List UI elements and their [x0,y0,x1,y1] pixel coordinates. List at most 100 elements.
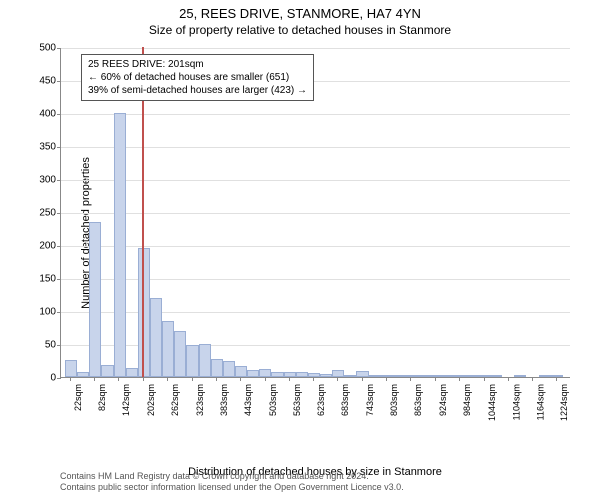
xtick-label: 623sqm [316,384,326,416]
xtick-label: 863sqm [413,384,423,416]
histogram-bar [369,375,381,377]
xtick-mark [70,377,71,381]
ytick-label: 450 [26,76,56,87]
histogram-bar [344,375,356,377]
xtick-mark [410,377,411,381]
info-box-line: ← 60% of detached houses are smaller (65… [88,71,307,84]
xtick-mark [216,377,217,381]
plot-region: 05010015020025030035040045050022sqm82sqm… [60,48,570,378]
histogram-bar [101,365,113,377]
xtick-mark [532,377,533,381]
histogram-bar [174,331,186,377]
ytick-mark [57,180,61,181]
xtick-mark [313,377,314,381]
info-box-line: 25 REES DRIVE: 201sqm [88,58,307,71]
ytick-label: 200 [26,241,56,252]
xtick-label: 743sqm [365,384,375,416]
xtick-label: 683sqm [340,384,350,416]
xtick-label: 443sqm [243,384,253,416]
gridline [61,48,570,49]
histogram-bar [332,370,344,377]
xtick-label: 1104sqm [511,384,521,420]
ytick-mark [57,312,61,313]
xtick-mark [118,377,119,381]
histogram-bar [89,222,101,377]
xtick-label: 82sqm [97,384,107,411]
xtick-mark [289,377,290,381]
ytick-mark [57,114,61,115]
gridline [61,213,570,214]
histogram-bar [77,372,89,377]
ytick-label: 300 [26,175,56,186]
ytick-mark [57,213,61,214]
xtick-mark [94,377,95,381]
xtick-label: 503sqm [268,384,278,416]
xtick-label: 924sqm [438,384,448,416]
histogram-bar [114,113,126,377]
xtick-label: 202sqm [146,384,156,416]
ytick-mark [57,345,61,346]
histogram-bar [296,372,308,377]
info-box-line: 39% of semi-detached houses are larger (… [88,84,307,97]
xtick-mark [484,377,485,381]
histogram-bar [393,375,405,377]
ytick-mark [57,81,61,82]
footer-attribution: Contains HM Land Registry data © Crown c… [60,471,404,494]
xtick-mark [337,377,338,381]
histogram-bar [539,375,551,377]
histogram-bar [441,375,453,377]
gridline [61,114,570,115]
xtick-mark [459,377,460,381]
histogram-bar [186,345,198,377]
xtick-label: 563sqm [292,384,302,416]
histogram-bar [65,360,77,377]
histogram-bar [417,375,429,377]
histogram-bar [199,344,211,377]
xtick-label: 22sqm [73,384,83,411]
ytick-label: 500 [26,43,56,54]
histogram-bar [126,368,138,377]
info-box: 25 REES DRIVE: 201sqm← 60% of detached h… [81,54,314,101]
xtick-label: 262sqm [170,384,180,416]
histogram-bar [259,369,271,377]
ytick-label: 0 [26,373,56,384]
xtick-mark [362,377,363,381]
histogram-bar [271,372,283,377]
xtick-label: 1224sqm [559,384,569,421]
gridline [61,180,570,181]
ytick-mark [57,279,61,280]
xtick-mark [508,377,509,381]
xtick-label: 142sqm [121,384,131,416]
ytick-label: 100 [26,307,56,318]
ytick-label: 250 [26,208,56,219]
xtick-mark [435,377,436,381]
xtick-label: 1044sqm [487,384,497,421]
ytick-label: 350 [26,142,56,153]
chart-container: 25, REES DRIVE, STANMORE, HA7 4YN Size o… [0,0,600,500]
xtick-mark [167,377,168,381]
xtick-label: 323sqm [195,384,205,416]
xtick-label: 984sqm [462,384,472,416]
xtick-mark [386,377,387,381]
histogram-bar [247,370,259,377]
ytick-label: 150 [26,274,56,285]
xtick-mark [240,377,241,381]
xtick-mark [265,377,266,381]
xtick-mark [143,377,144,381]
ytick-mark [57,48,61,49]
subtitle: Size of property relative to detached ho… [0,21,600,37]
ytick-label: 50 [26,340,56,351]
histogram-bar [490,375,502,377]
xtick-label: 383sqm [219,384,229,416]
chart-area: Number of detached properties 0501001502… [60,48,570,418]
footer-line-1: Contains HM Land Registry data © Crown c… [60,471,404,483]
xtick-mark [192,377,193,381]
footer-line-2: Contains public sector information licen… [60,482,404,494]
histogram-bar [223,361,235,377]
main-title: 25, REES DRIVE, STANMORE, HA7 4YN [0,0,600,21]
histogram-bar [466,375,478,377]
ytick-label: 400 [26,109,56,120]
gridline [61,147,570,148]
histogram-bar [162,321,174,377]
xtick-mark [556,377,557,381]
